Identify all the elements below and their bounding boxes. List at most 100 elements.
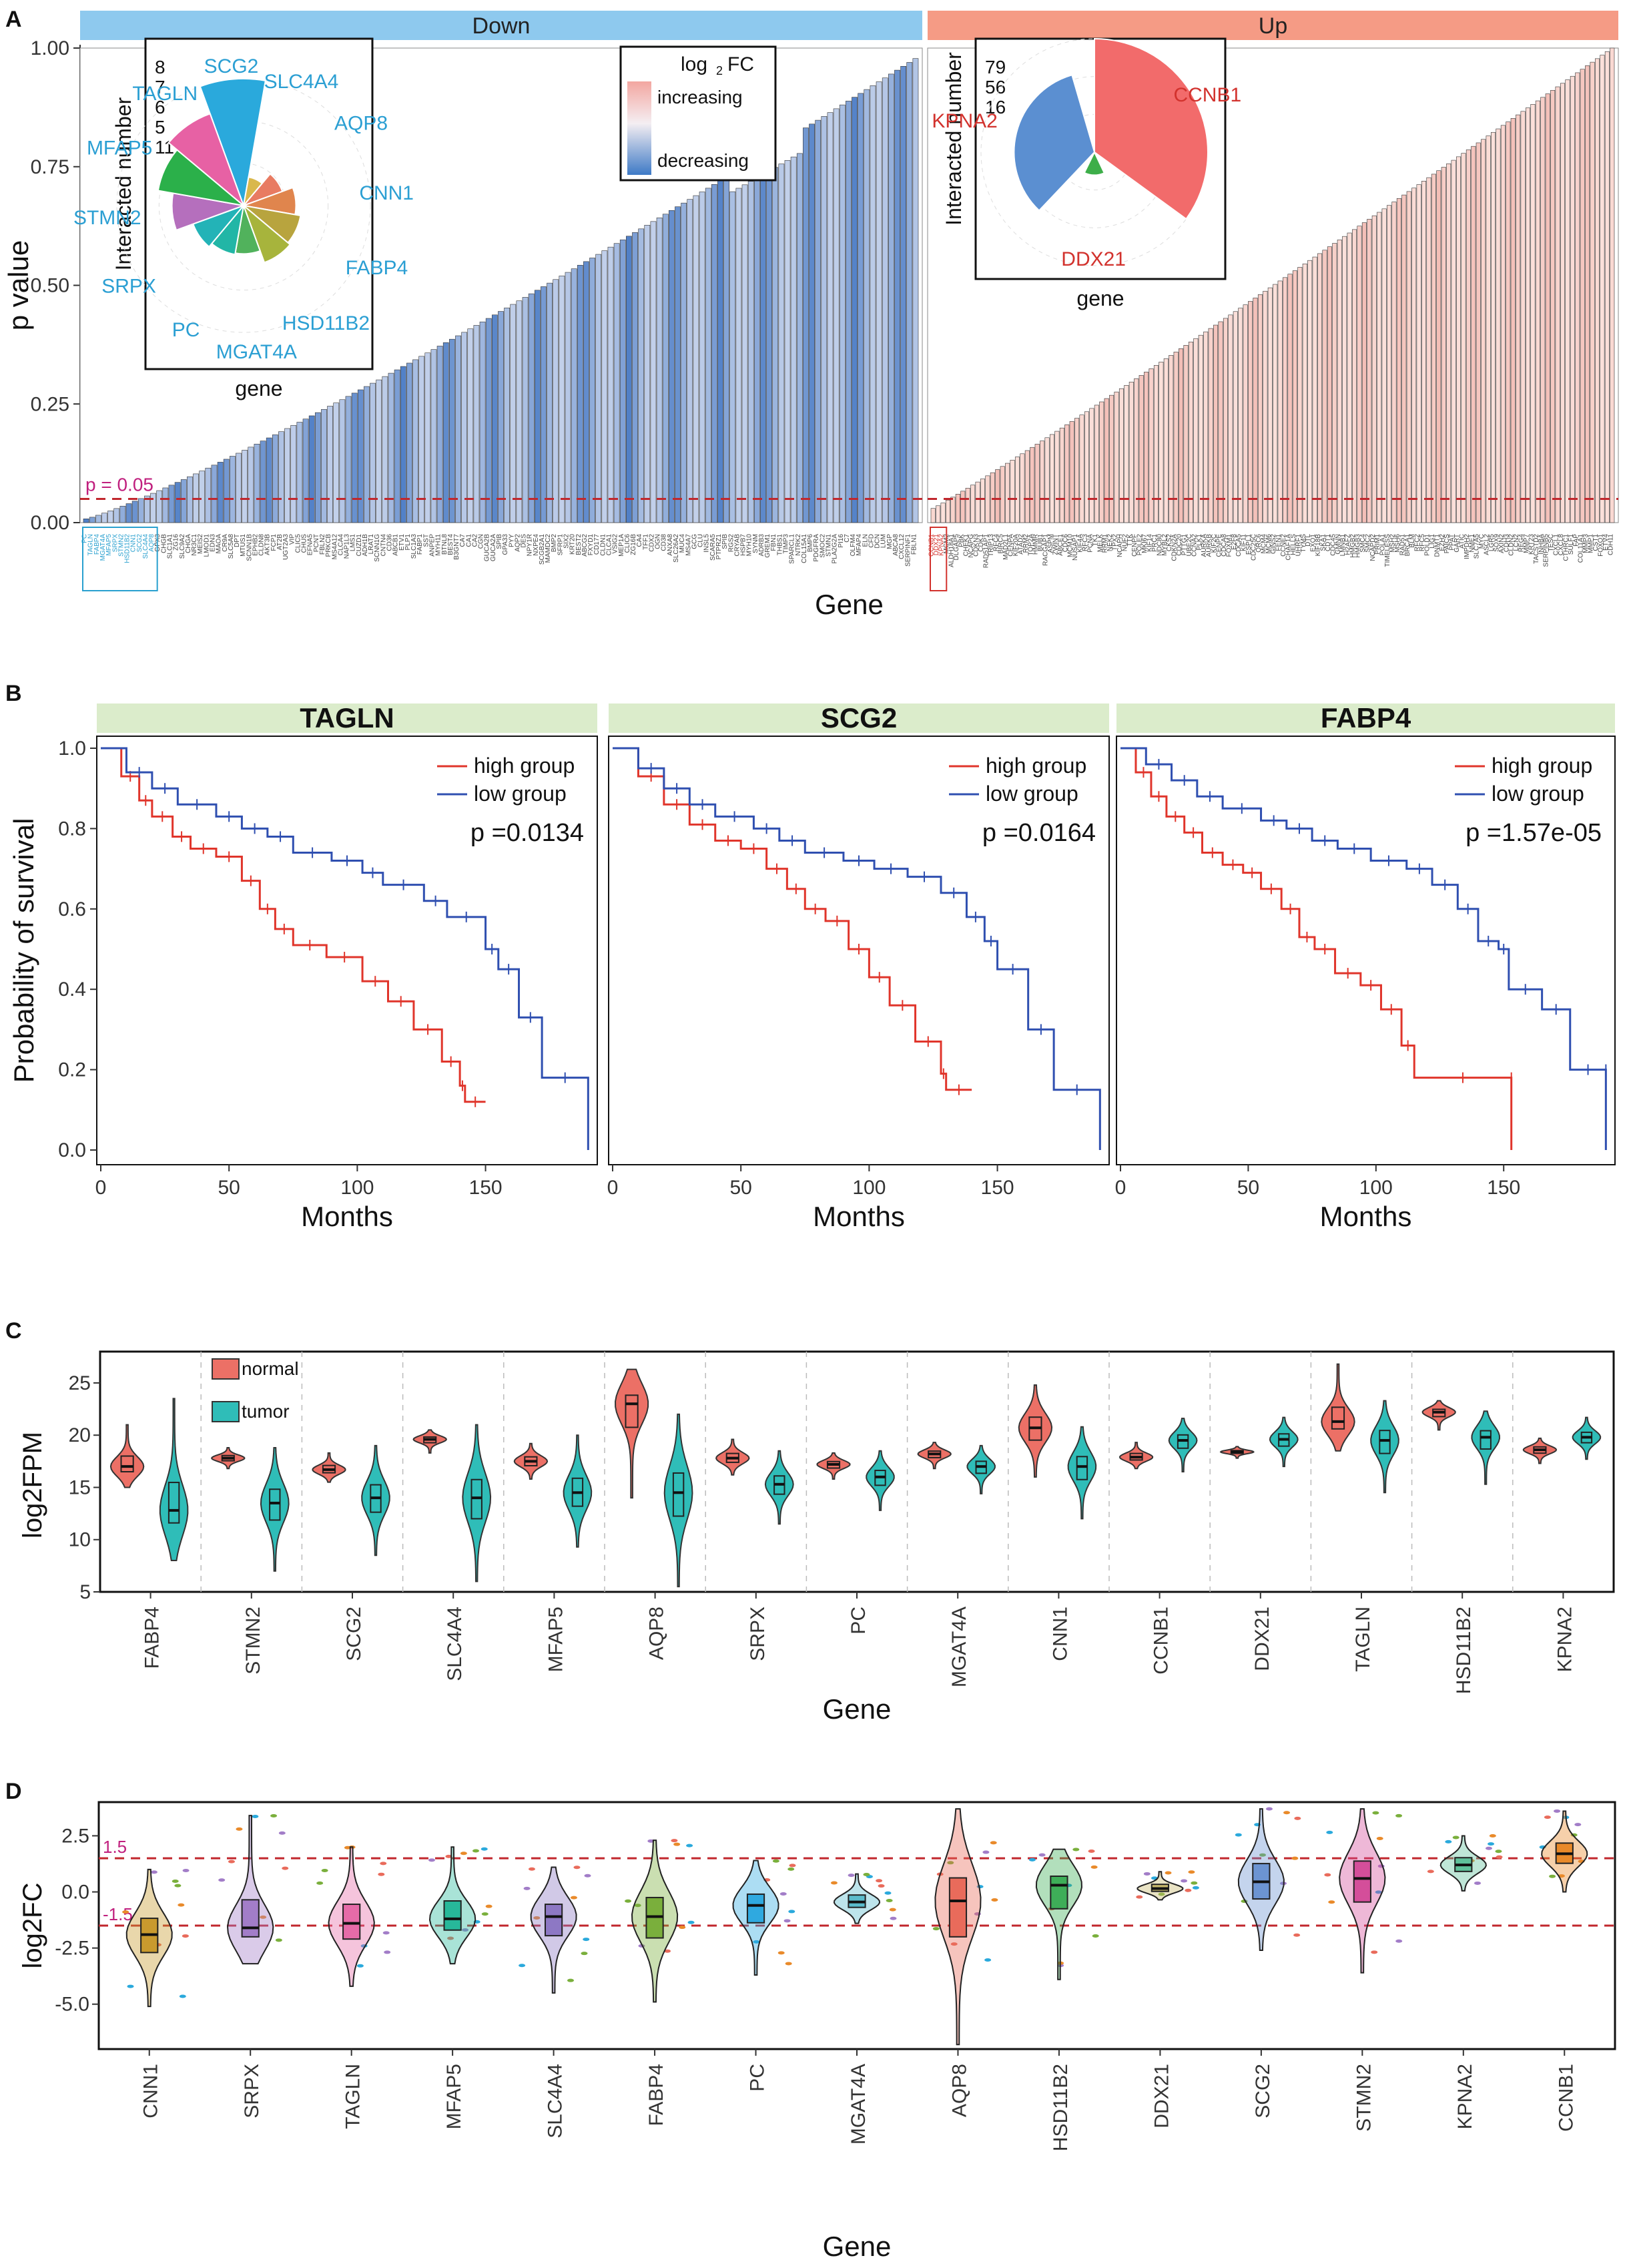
bar [852, 97, 858, 523]
bar [790, 156, 797, 523]
x-tick-label: MYC [1478, 534, 1486, 549]
bar [510, 304, 517, 523]
bar [900, 65, 907, 523]
x-tick-label: CD36 [386, 534, 394, 551]
threshold-label: p = 0.05 [85, 474, 153, 495]
x-tick-label: CDH3 [1503, 534, 1510, 553]
x-tick-label: MUC4 [679, 534, 686, 553]
x-tick-label: SULF1 [1568, 534, 1575, 555]
violin-normal [615, 1368, 649, 1499]
bar [1446, 163, 1451, 523]
jitter-point [772, 1859, 779, 1863]
x-tick-label: SMC2 [1364, 534, 1371, 553]
x-tick-label: PAICS [1443, 534, 1451, 554]
bar [723, 176, 730, 523]
bar [906, 62, 913, 523]
x-tick-label: B3GNT7 [453, 534, 460, 560]
jitter-point [275, 1938, 282, 1942]
bar [541, 286, 547, 523]
x-tick-label: AQP8 [948, 2064, 970, 2117]
bar [1466, 150, 1471, 523]
bar [1114, 391, 1119, 523]
bar [644, 225, 651, 523]
x-tick-label: CCNB1 [1555, 2064, 1577, 2132]
x-tick-label: SERPINB5 [1543, 534, 1550, 567]
x-tick-label: PRKCB [325, 534, 332, 557]
bar [1267, 287, 1273, 523]
jitter-point [519, 1964, 526, 1968]
x-tick-label: RFC4 [992, 534, 1000, 552]
bar [95, 515, 101, 523]
bar [1540, 97, 1546, 523]
bar [936, 505, 941, 523]
x-tick-label: FAP [1572, 534, 1580, 547]
x-tick-label: LMS1 [350, 534, 357, 552]
jitter-point [783, 1919, 791, 1923]
bar [217, 462, 224, 523]
bar [675, 206, 681, 523]
p-value: p =0.0134 [470, 819, 584, 847]
x-tick-label: MMP1 [1588, 534, 1595, 553]
x-tick-label: HSD11B2 [1453, 1607, 1475, 1694]
bar [1134, 378, 1139, 523]
jitter-point [570, 1896, 577, 1900]
inset-wedge [1083, 150, 1106, 176]
x-tick-label: 150 [469, 1177, 503, 1199]
bar [284, 428, 291, 523]
bar [1084, 411, 1089, 523]
bar [601, 250, 608, 523]
x-tick-label: KPNA2 [938, 534, 946, 556]
inset-gene-label: HSD11B2 [282, 312, 370, 334]
inset-gene-label: PC [172, 319, 200, 341]
bar [985, 475, 990, 523]
bar [1332, 243, 1337, 523]
bar [260, 441, 266, 523]
x-tick-label: DDX21 [1151, 2064, 1173, 2129]
bar [1228, 314, 1233, 523]
jitter-point [260, 1915, 267, 1919]
jitter-point [182, 1868, 190, 1872]
x-tick-label: CUZD1 [356, 534, 363, 557]
x-tick-label: SYNM [752, 534, 759, 553]
bar [1124, 384, 1129, 523]
facet-strip [609, 703, 1109, 733]
jitter-point [278, 1831, 286, 1835]
inset-level: 5 [155, 117, 166, 137]
bar [970, 485, 976, 523]
x-tick-label: RFC2 [1414, 534, 1421, 552]
x-tick-label: CLU [697, 534, 705, 547]
bar [1064, 424, 1070, 523]
bar [1193, 338, 1199, 523]
jitter-point [1038, 1853, 1046, 1857]
x-tick-label: MEP1A [618, 534, 625, 557]
bar [1317, 253, 1323, 523]
inset-wedge [1094, 37, 1209, 220]
x-tick-label: FOXM1 [1225, 534, 1233, 557]
x-tick-label: PLA2G2A [832, 534, 839, 564]
x-tick-label: DNMT1 [1433, 534, 1441, 557]
bar [296, 422, 303, 523]
bar [406, 362, 412, 523]
inset-gene-label: FABP4 [346, 257, 408, 279]
x-tick-label: CFD [868, 534, 875, 548]
bar [607, 246, 614, 523]
bar [1381, 208, 1387, 523]
facet-title: SCG2 [821, 702, 897, 734]
bar [760, 174, 766, 523]
x-tick-label: KIF14 [1147, 534, 1154, 552]
x-tick-label: KRT20 [569, 534, 577, 555]
bar [150, 493, 156, 523]
x-tick-label: POLE2 [1136, 534, 1144, 556]
x-tick-label: TESC [1548, 534, 1555, 552]
x-tick-label: CDC25C [1251, 534, 1258, 561]
x-tick-label: SCNN1G [374, 534, 381, 562]
violin-tumor-box [1379, 1430, 1391, 1454]
jitter-point [1376, 1837, 1383, 1841]
x-tick-label: ANPEP [428, 534, 436, 557]
x-axis-title: Gene [823, 1693, 892, 1725]
x-tick-label: THBS1 [776, 534, 783, 556]
legend-high: high group [1492, 754, 1592, 778]
jitter-point [830, 1881, 838, 1885]
jitter-point [1328, 1900, 1335, 1904]
bar [1456, 156, 1461, 523]
